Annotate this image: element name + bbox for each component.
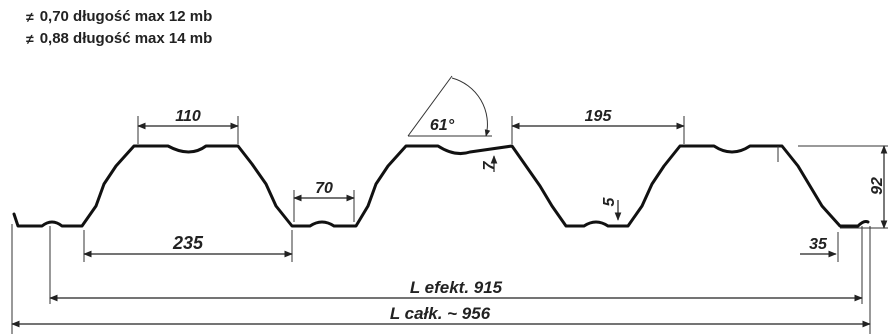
dim-110-label: 110	[175, 108, 201, 125]
spec-line-1: ≠ 0,70 długość max 12 mb	[26, 6, 212, 28]
dim-7-label: 7	[481, 160, 498, 170]
dim-angle-label: 61°	[430, 117, 455, 134]
spec-list: ≠ 0,70 długość max 12 mb ≠ 0,88 długość …	[26, 6, 212, 50]
not-equal-icon: ≠	[26, 31, 34, 47]
spec-text-1: 0,70 długość max 12 mb	[39, 8, 213, 25]
dim-35-label: 35	[809, 236, 828, 253]
spec-line-2: ≠ 0,88 długość max 14 mb	[26, 28, 212, 50]
effective-length-label: L efekt. 915	[410, 278, 503, 297]
spec-text-2: 0,88 długość max 14 mb	[39, 30, 213, 47]
dim-70-label: 70	[315, 180, 333, 197]
dim-5-label: 5	[601, 196, 618, 206]
profile-outline	[12, 144, 870, 228]
not-equal-icon: ≠	[26, 9, 34, 25]
dim-235-label: 235	[172, 233, 204, 253]
total-length-label: L całk. ~ 956	[390, 304, 491, 323]
dim-195-label: 195	[585, 108, 613, 125]
dim-92-label: 92	[869, 177, 886, 195]
